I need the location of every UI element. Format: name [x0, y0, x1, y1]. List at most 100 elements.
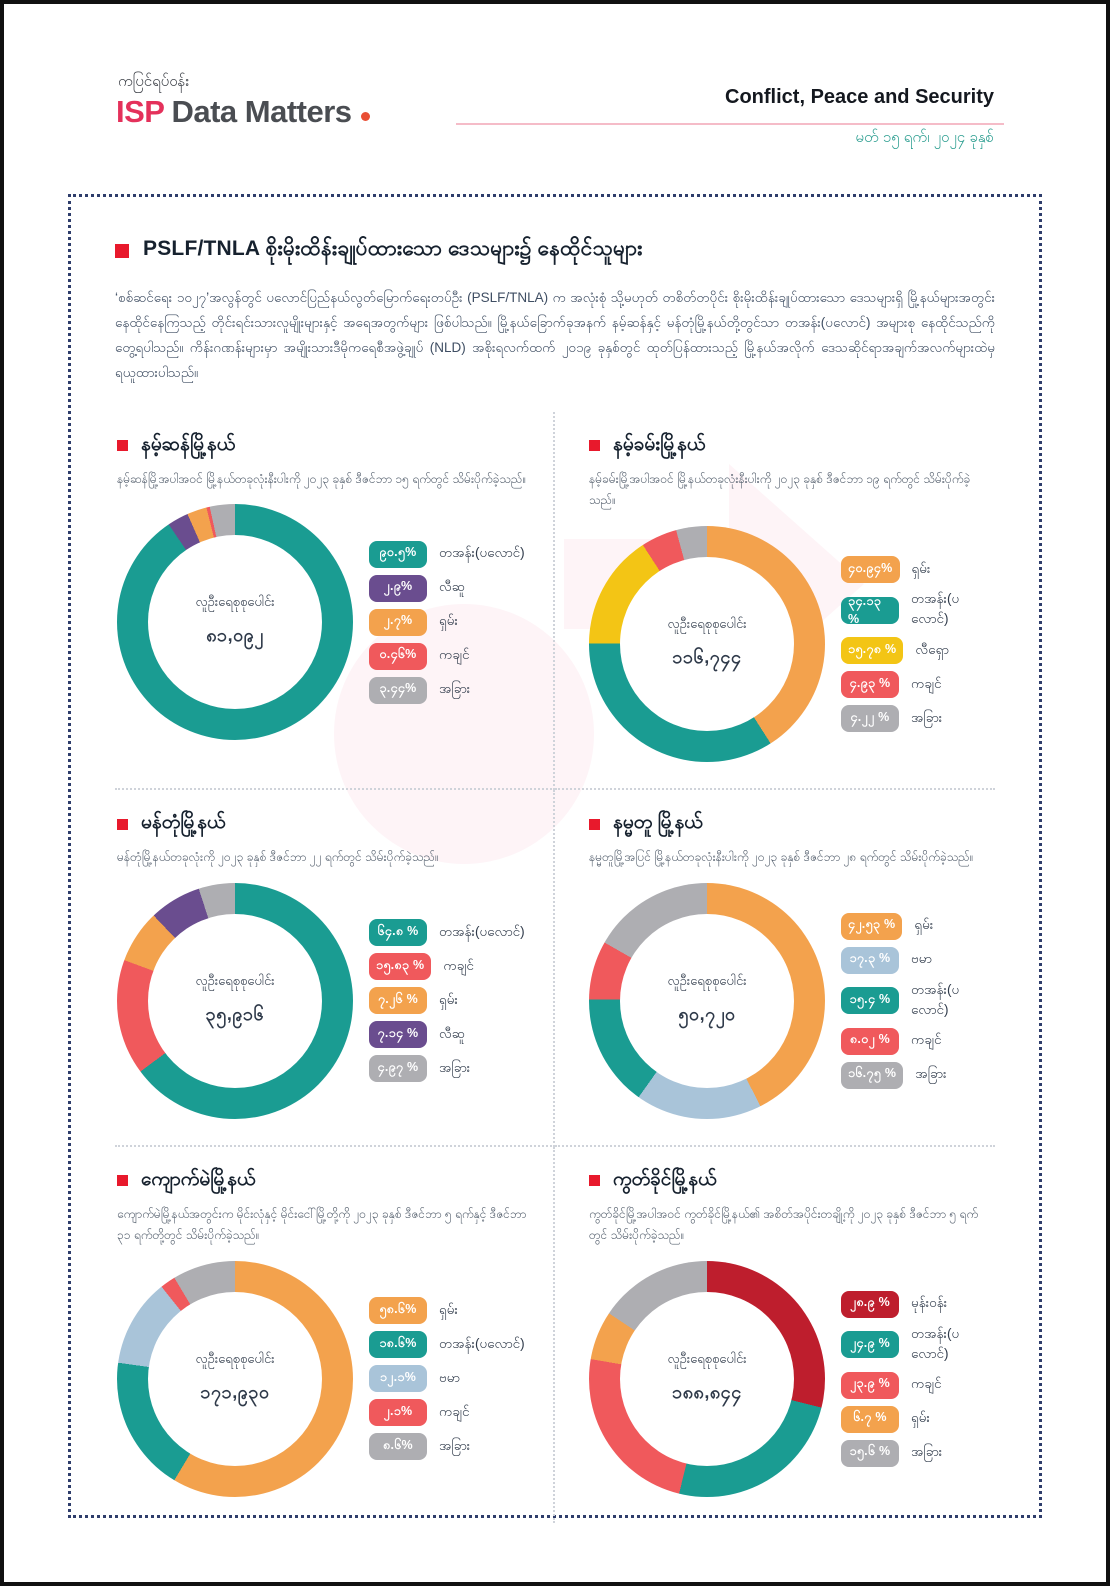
logo-dot-icon	[360, 111, 370, 121]
donut-chart: လူဦးရေစုစုပေါင်း ၃၅,၉၁၆	[117, 882, 353, 1119]
total-population-value: ၈၁,၀၉၂	[206, 625, 264, 646]
ethnicity-label: အခြား	[911, 709, 943, 725]
percentage-badge: ၂၃.၉ %	[841, 1371, 899, 1399]
township-chart-block: ကွတ်ခိုင်မြို့နယ် ကွတ်ခိုင်မြို့အပါအဝင် …	[555, 1147, 995, 1523]
total-population-value: ၃၅,၉၁၆	[205, 1003, 265, 1024]
logo-rest-text: Data Matters	[171, 94, 352, 129]
percentage-badge: ၆.၇ %	[841, 1405, 899, 1433]
township-title: မန်တုံမြို့နယ်	[141, 812, 226, 834]
percentage-badge: ၉၀.၅%	[369, 540, 427, 568]
ethnicity-label: ရှမ်း	[439, 1301, 458, 1317]
percentage-badge: ၂.၁%	[369, 1399, 427, 1427]
ethnicity-label: တအန်း(ပလောင်)	[439, 545, 525, 561]
ethnicity-label: ရှမ်း	[911, 1410, 930, 1426]
intro-paragraph: ‘စစ်ဆင်ရေး ၁၀၂၇’အလွန်တွင် ပလောင်ပြည်နယ်လ…	[115, 290, 995, 380]
total-population-label: လူဦးရေစုစုပေါင်း	[667, 1350, 747, 1366]
legend-item: ၂.၁% ကချင်	[369, 1399, 527, 1427]
percentage-badge: ၂.၇%	[369, 608, 427, 636]
percentage-badge: ၁၇.၃ %	[841, 946, 899, 974]
total-population-label: လူဦးရေစုစုပေါင်း	[667, 972, 747, 988]
percentage-badge: ၁၅.၇၈ %	[841, 637, 904, 665]
ethnicity-label: ကချင်	[439, 1403, 470, 1419]
ethnicity-label: အခြား	[915, 1066, 947, 1082]
percentage-badge: ၁၅.၆ %	[841, 1439, 899, 1467]
bullet-square-icon	[589, 440, 600, 452]
donut-chart: လူဦးရေစုစုပေါင်း ၁၁၆,၇၄၄	[589, 526, 825, 763]
legend-item: ၀.၄၆% ကချင်	[369, 642, 527, 670]
ethnicity-label: အခြား	[911, 1444, 943, 1460]
legend-item: ၅၈.၆% ရှမ်း	[369, 1297, 527, 1325]
ethnicity-label: တအန်း(ပလောင်)	[911, 981, 960, 1017]
percentage-badge: ၄.၉၇ %	[369, 1055, 427, 1083]
ethnicity-label: ကချင်	[911, 1032, 942, 1048]
legend-item: ၆၄.၈ % တအန်း(ပလောင်)	[369, 919, 527, 947]
township-title: နမ္မတူ မြို့နယ်	[613, 812, 703, 834]
township-title: နမ့်ခမ်းမြို့နယ်	[613, 433, 706, 455]
ethnicity-label: ကချင်	[911, 1376, 942, 1392]
bullet-square-icon	[117, 1175, 128, 1187]
chart-legend: ၆၄.၈ % တအန်း(ပလောင်) ၁၅.၈၃ % ကချင် ၇.၂၆ % ရှမ…	[369, 912, 527, 1089]
ethnicity-label: လီရှော	[915, 641, 949, 657]
ethnicity-label: လီဆူ	[439, 579, 465, 595]
total-population-value: ၁၈၈,၈၄၄	[672, 1381, 742, 1402]
township-subtitle: နမ့်ဆန်မြို့အပါအဝင် မြို့နယ်တခုလုံးနီးပါ…	[117, 471, 527, 486]
chart-legend: ၄၂.၅၃ % ရှမ်း၁၇.၃ % ဗမာ၁၅.၄ % တအန်း(ပလောင်)…	[841, 906, 985, 1096]
percentage-badge: ၂၄.၉ %	[841, 1331, 899, 1359]
legend-item: ၈.၆% အခြား	[369, 1433, 527, 1461]
township-subtitle: မန်တုံမြို့နယ်တခုလုံးကို ၂၀၂၃ ခုနှစ် ဒီဇ…	[117, 850, 439, 865]
township-chart-block: ကျောက်မဲမြို့နယ် ကျောက်မဲမြို့နယ်အတွင်းက…	[115, 1146, 555, 1523]
legend-item: ၄.၉၃ % ကချင်	[841, 671, 985, 699]
logo-isp-text: ISP	[116, 94, 165, 129]
bullet-square-icon	[589, 818, 600, 830]
percentage-badge: ၂.၉%	[369, 574, 427, 602]
total-population-value: ၁၇၁,၉၃၀	[200, 1381, 270, 1402]
percentage-badge: ၄၂.၅၃ %	[841, 912, 903, 940]
legend-item: ၄.၂၂ % အခြား	[841, 705, 985, 733]
chart-legend: ၄၀.၉၄% ရှမ်း ၃၄.၁၃ % တအန်း(ပလောင်) ၁၅.၇၈ % လီ…	[841, 549, 985, 739]
bullet-square-icon	[117, 440, 128, 452]
chart-legend: ၂၈.၉ % မုန်းဝန်း၂၄.၉ % တအန်း(ပလောင်) ၂၃.၉ %…	[841, 1284, 985, 1474]
ethnicity-label: တအန်း(ပလောင်)	[439, 923, 525, 939]
legend-item: ၉၀.၅% တအန်း(ပလောင်)	[369, 540, 527, 568]
total-population-value: ၅၀,၇၂၀	[678, 1003, 736, 1024]
percentage-badge: ၁၅.၈၃ %	[369, 953, 432, 981]
report-title: PSLF/TNLA စိုးမိုးထိန်းချုပ်ထားသော ဒေသမျ…	[143, 237, 643, 260]
ethnicity-label: ဗမာ	[911, 951, 932, 967]
percentage-badge: ၄.၉၃ %	[841, 671, 899, 699]
ethnicity-label: မုန်းဝန်း	[911, 1295, 948, 1311]
legend-item: ၂၈.၉ % မုန်းဝန်း	[841, 1290, 985, 1318]
donut-chart: လူဦးရေစုစုပေါင်း ၁၈၈,၈၄၄	[589, 1260, 825, 1497]
ethnicity-label: ကချင်	[443, 957, 474, 973]
donut-center: လူဦးရေစုစုပေါင်း ၁၇၁,၉၃၀	[148, 1291, 322, 1466]
bullet-square-icon	[589, 1175, 600, 1187]
ethnicity-label: ကချင်	[911, 675, 942, 691]
percentage-badge: ၁၅.၄ %	[841, 987, 899, 1015]
percentage-badge: ၄၀.၉၄%	[841, 556, 900, 584]
percentage-badge: ၁၈.၆%	[369, 1331, 427, 1359]
percentage-badge: ၂၈.၉ %	[841, 1290, 899, 1318]
township-subtitle: နမ္မတူမြို့အပြင် မြို့နယ်တခုလုံးနီးပါးကိ…	[589, 850, 974, 865]
total-population-label: လူဦးရေစုစုပေါင်း	[195, 594, 275, 610]
township-subtitle: ကွတ်ခိုင်မြို့အပါအဝင် ကွတ်ခိုင်မြို့နယ်၏…	[589, 1206, 979, 1243]
legend-item: ၄၀.၉၄% ရှမ်း	[841, 556, 985, 584]
legend-item: ၂၄.၉ % တအန်း(ပလောင်)	[841, 1325, 985, 1365]
total-population-label: လူဦးရေစုစုပေါင်း	[195, 972, 275, 988]
isp-logo: ISP Data Matters	[116, 94, 370, 130]
township-title: နမ့်ဆန်မြို့နယ်	[141, 433, 236, 455]
percentage-badge: ၄.၂၂ %	[841, 705, 899, 733]
percentage-badge: ၁၆.၇၅ %	[841, 1061, 904, 1089]
legend-item: ၁၇.၃ % ဗမာ	[841, 946, 985, 974]
legend-item: ၆.၇ % ရှမ်း	[841, 1405, 985, 1433]
legend-item: ၈.၀၂ % ကချင်	[841, 1027, 985, 1055]
township-chart-block: နမ့်ခမ်းမြို့နယ် နမ့်ခမ်းမြို့အပါအဝင် မြ…	[555, 412, 995, 791]
total-population-label: လူဦးရေစုစုပေါင်း	[195, 1350, 275, 1366]
legend-item: ၃.၄၄% အခြား	[369, 676, 527, 704]
total-population-value: ၁၁၆,၇၄၄	[672, 647, 742, 668]
legend-item: ၂.၇% ရှမ်း	[369, 608, 527, 636]
donut-chart: လူဦးရေစုစုပေါင်း ၅၀,၇၂၀	[589, 882, 825, 1119]
donut-center: လူဦးရေစုစုပေါင်း ၁၁၆,၇၄၄	[620, 557, 794, 732]
percentage-badge: ၁၂.၁%	[369, 1365, 427, 1393]
report-box: PSLF/TNLA စိုးမိုးထိန်းချုပ်ထားသော ဒေသမျ…	[68, 194, 1042, 1523]
legend-item: ၄၂.၅၃ % ရှမ်း	[841, 912, 985, 940]
percentage-badge: ၃.၄၄%	[369, 676, 427, 704]
